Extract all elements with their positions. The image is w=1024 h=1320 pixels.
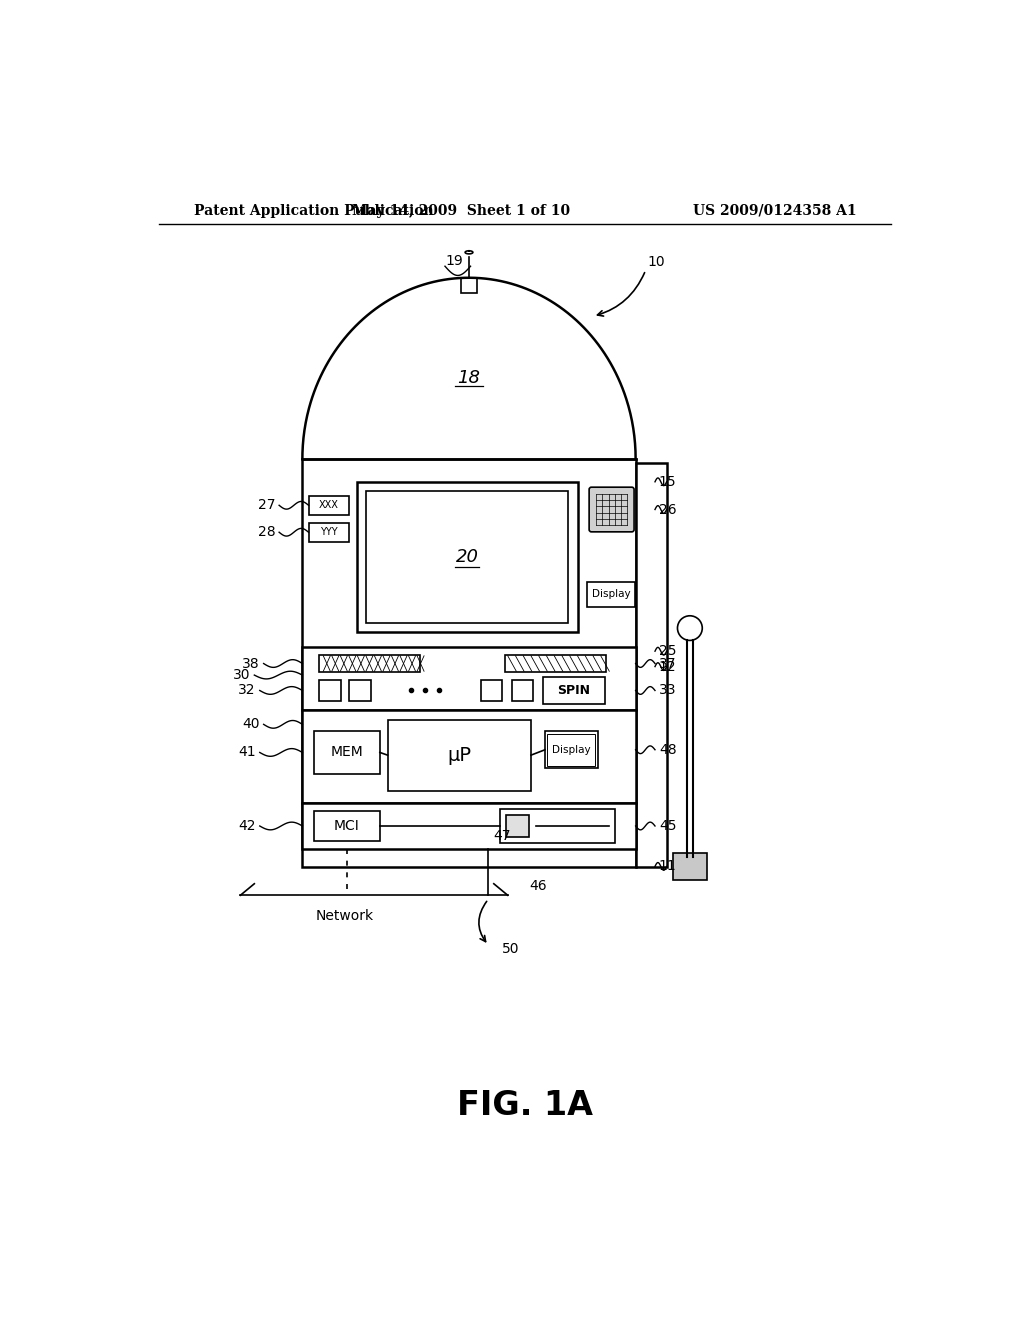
- Text: 42: 42: [239, 818, 256, 833]
- Text: 47: 47: [494, 829, 511, 843]
- Bar: [543, 677, 604, 704]
- Bar: [302, 710, 636, 803]
- Text: 27: 27: [258, 498, 275, 512]
- Bar: [314, 810, 380, 841]
- Bar: [302, 647, 636, 710]
- Text: US 2009/0124358 A1: US 2009/0124358 A1: [693, 203, 856, 218]
- Bar: [636, 462, 667, 867]
- Text: May 14, 2009  Sheet 1 of 10: May 14, 2009 Sheet 1 of 10: [352, 203, 570, 218]
- Text: YYY: YYY: [319, 527, 338, 537]
- Bar: [480, 680, 503, 701]
- Circle shape: [678, 615, 702, 640]
- Text: 48: 48: [658, 743, 677, 756]
- Bar: [512, 680, 534, 701]
- Text: μP: μP: [447, 746, 471, 764]
- Text: 41: 41: [239, 746, 256, 759]
- Text: 40: 40: [243, 717, 260, 731]
- Bar: [461, 277, 477, 293]
- Text: 10: 10: [647, 255, 665, 269]
- Bar: [388, 719, 531, 791]
- Text: 30: 30: [232, 668, 251, 682]
- Bar: [308, 523, 349, 543]
- Text: MEM: MEM: [331, 746, 364, 759]
- Text: 20: 20: [456, 548, 478, 566]
- Text: Display: Display: [592, 589, 630, 599]
- Text: 33: 33: [658, 684, 677, 697]
- Text: 45: 45: [658, 818, 677, 833]
- Bar: [356, 482, 578, 632]
- Text: 32: 32: [239, 684, 256, 697]
- Text: 18: 18: [458, 368, 480, 387]
- Text: Display: Display: [552, 744, 591, 755]
- Text: 12: 12: [658, 660, 677, 673]
- Bar: [319, 655, 420, 672]
- Text: 25: 25: [658, 644, 677, 659]
- Bar: [500, 809, 614, 843]
- FancyBboxPatch shape: [589, 487, 634, 532]
- Text: Patent Application Publication: Patent Application Publication: [194, 203, 433, 218]
- Text: 28: 28: [258, 525, 275, 540]
- Text: 37: 37: [658, 656, 677, 671]
- Bar: [302, 803, 636, 849]
- Text: 11: 11: [658, 859, 677, 874]
- Bar: [673, 853, 707, 880]
- Text: 15: 15: [658, 475, 677, 488]
- Bar: [349, 680, 371, 701]
- Text: 50: 50: [503, 942, 520, 956]
- Bar: [302, 459, 636, 867]
- Bar: [308, 496, 349, 515]
- Text: 38: 38: [242, 656, 260, 671]
- Text: Network: Network: [316, 909, 374, 923]
- Bar: [587, 582, 635, 607]
- Text: FIG. 1A: FIG. 1A: [457, 1089, 593, 1122]
- Bar: [314, 731, 380, 774]
- Text: 46: 46: [529, 879, 547, 894]
- Bar: [506, 816, 529, 837]
- Bar: [319, 680, 341, 701]
- Text: MCI: MCI: [334, 818, 359, 833]
- Text: 26: 26: [658, 503, 677, 516]
- Bar: [547, 734, 595, 766]
- Bar: [545, 731, 598, 768]
- Bar: [366, 491, 568, 623]
- Text: 19: 19: [445, 253, 464, 268]
- Text: XXX: XXX: [318, 500, 339, 511]
- Bar: [506, 655, 606, 672]
- Text: SPIN: SPIN: [557, 684, 590, 697]
